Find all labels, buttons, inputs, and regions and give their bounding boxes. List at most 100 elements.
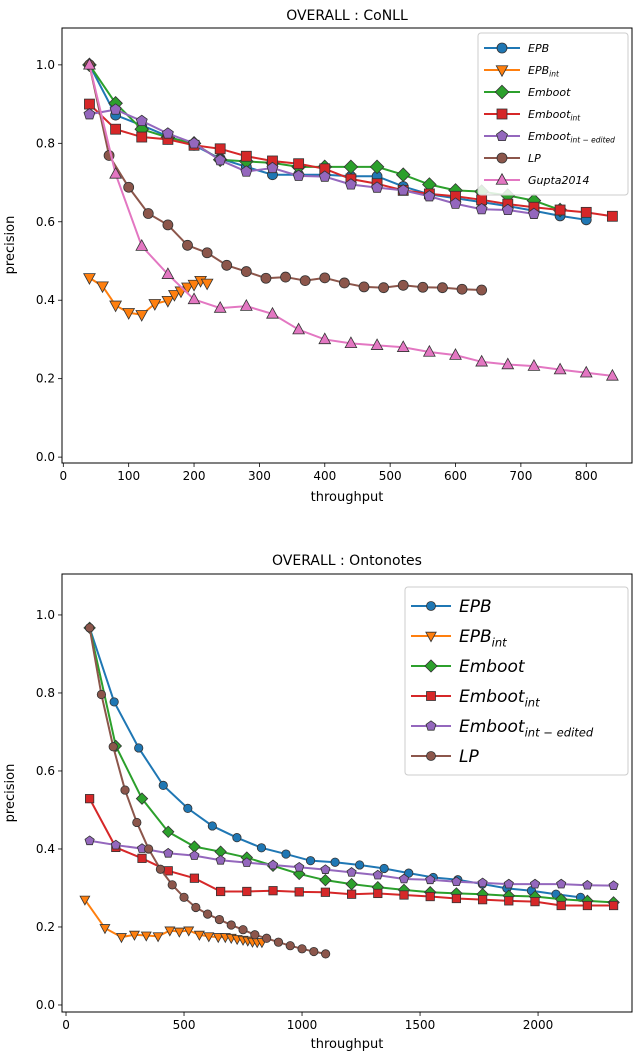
legend-label: LP	[459, 747, 479, 767]
legend-item: Gupta2014	[484, 172, 590, 187]
data-point	[451, 876, 462, 887]
legend-label: Emboot	[528, 86, 571, 99]
legend-marker-icon	[425, 720, 437, 731]
data-point	[347, 889, 357, 899]
data-point	[503, 878, 514, 889]
data-point	[187, 292, 201, 305]
data-point	[84, 98, 95, 110]
y-tick-label: 0.4	[36, 293, 55, 307]
data-point	[373, 888, 383, 899]
data-point	[475, 354, 489, 367]
data-point	[260, 272, 272, 284]
legend-label-subscript: int	[570, 114, 581, 123]
data-point	[115, 933, 127, 944]
x-tick-label: 1500	[405, 1018, 436, 1032]
data-point	[207, 821, 217, 831]
data-point	[83, 273, 96, 285]
data-point	[321, 949, 331, 959]
legend-item: EPB	[484, 42, 549, 55]
series-lp	[85, 623, 331, 959]
data-point	[449, 348, 462, 360]
x-tick-label: 400	[313, 469, 336, 483]
data-point	[299, 275, 311, 287]
data-point	[240, 266, 252, 277]
legend-label-subscript: int − edited	[570, 136, 615, 145]
data-point	[137, 853, 147, 863]
series-emboot-int-edited	[83, 103, 540, 219]
legend-label-subscript: int	[549, 70, 560, 79]
data-point	[179, 892, 189, 902]
data-point	[109, 166, 123, 179]
data-point	[216, 886, 226, 897]
data-point	[608, 880, 619, 890]
legend-marker-icon	[495, 172, 509, 185]
x-tick-label: 200	[183, 469, 206, 483]
y-tick-label: 0.2	[36, 372, 55, 386]
data-point	[268, 886, 278, 896]
data-point	[338, 277, 350, 289]
legend-marker-icon	[426, 601, 436, 611]
data-point	[294, 861, 305, 872]
data-point	[189, 850, 200, 860]
legend-label: Embootint	[459, 687, 540, 709]
data-point	[379, 863, 389, 874]
data-point	[239, 299, 253, 311]
x-axis-label: throughput	[311, 1037, 384, 1052]
data-point	[109, 103, 122, 115]
data-point	[110, 839, 121, 850]
data-point	[161, 825, 175, 839]
y-tick-label: 0.6	[36, 764, 55, 778]
y-tick-label: 0.0	[36, 998, 55, 1012]
data-point	[285, 941, 295, 951]
data-point	[183, 803, 193, 814]
data-point	[399, 890, 409, 900]
data-point	[189, 873, 200, 883]
data-point	[164, 926, 176, 937]
legend-label: Gupta2014	[528, 174, 590, 187]
data-point	[152, 932, 164, 943]
legend-marker-icon	[426, 751, 436, 761]
data-point	[281, 849, 291, 859]
data-point	[556, 900, 566, 911]
data-point	[437, 282, 448, 294]
legend-marker-icon	[426, 691, 436, 701]
data-point	[504, 896, 514, 906]
x-tick-label: 600	[444, 469, 467, 483]
legend-marker-icon	[494, 84, 510, 100]
data-point	[554, 204, 566, 216]
data-point	[606, 210, 618, 222]
data-point	[397, 184, 410, 196]
legend-item: Emboot	[411, 657, 526, 677]
data-point	[240, 150, 252, 162]
data-point	[417, 281, 429, 293]
legend-item: Emboot	[484, 84, 571, 100]
legend-label-subscript: int	[525, 695, 541, 709]
data-point	[203, 932, 215, 943]
data-point	[135, 239, 149, 251]
data-point	[163, 847, 174, 858]
chart-title: OVERALL : CoNLL	[286, 8, 408, 24]
x-axis-label: throughput	[311, 490, 384, 505]
legend-marker-icon	[496, 42, 508, 54]
data-point	[109, 697, 119, 707]
series-epb-int	[83, 273, 214, 322]
x-tick-label: 0	[59, 469, 67, 483]
series-lp	[84, 59, 488, 296]
data-point	[292, 169, 305, 181]
y-tick-label: 0.8	[36, 136, 55, 150]
legend-marker-icon	[496, 152, 508, 164]
data-point	[475, 202, 488, 215]
data-point	[135, 792, 149, 805]
data-point	[256, 843, 267, 853]
data-point	[161, 127, 174, 139]
data-point	[501, 203, 514, 216]
y-tick-label: 1.0	[36, 58, 55, 72]
data-point	[191, 902, 201, 913]
data-point	[318, 332, 332, 345]
data-point	[96, 281, 109, 294]
legend-label: Embootint	[528, 108, 581, 123]
data-point	[187, 279, 201, 292]
data-point	[293, 158, 305, 170]
data-point	[135, 310, 149, 322]
data-point	[203, 909, 213, 919]
